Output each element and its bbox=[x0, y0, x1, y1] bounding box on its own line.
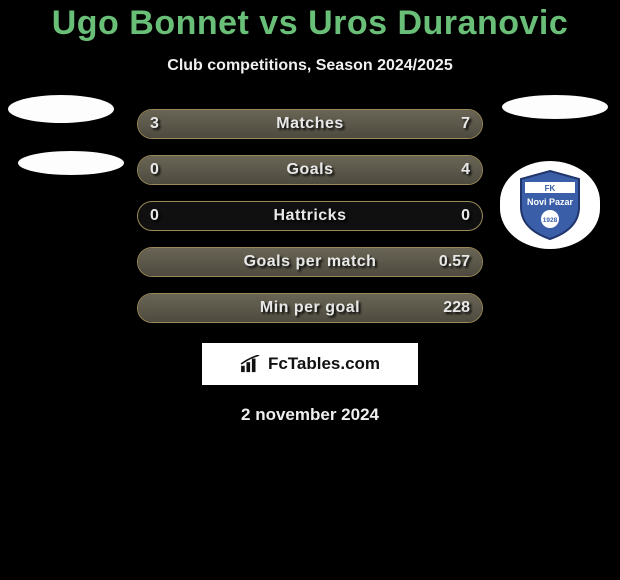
stat-label: Min per goal bbox=[138, 299, 482, 317]
watermark-text: FcTables.com bbox=[268, 354, 380, 374]
player-right-placeholder bbox=[502, 95, 608, 119]
stat-label: Hattricks bbox=[138, 207, 482, 225]
player-left-placeholder-1 bbox=[8, 95, 114, 123]
date: 2 november 2024 bbox=[0, 405, 620, 425]
stat-row: Goals per match0.57 bbox=[0, 247, 620, 277]
stat-value-right: 0.57 bbox=[439, 253, 470, 271]
stat-row: Min per goal228 bbox=[0, 293, 620, 323]
page-title: Ugo Bonnet vs Uros Duranovic bbox=[0, 4, 620, 43]
badge-year: 1928 bbox=[543, 217, 558, 224]
stat-bar: 0Hattricks0 bbox=[137, 201, 483, 231]
player-left-placeholder-2 bbox=[18, 151, 124, 175]
watermark[interactable]: FcTables.com bbox=[202, 343, 418, 385]
svg-text:FK: FK bbox=[545, 184, 556, 193]
stat-value-right: 0 bbox=[461, 207, 470, 225]
stat-label: Matches bbox=[138, 115, 482, 133]
stat-label: Goals bbox=[138, 161, 482, 179]
stat-value-right: 228 bbox=[443, 299, 470, 317]
chart-icon bbox=[240, 355, 262, 373]
comparison-card: Ugo Bonnet vs Uros Duranovic Club compet… bbox=[0, 0, 620, 425]
stat-bar: Goals per match0.57 bbox=[137, 247, 483, 277]
stat-value-right: 4 bbox=[461, 161, 470, 179]
club-badge: FK Novi Pazar 1928 bbox=[500, 161, 600, 249]
stat-bar: 3Matches7 bbox=[137, 109, 483, 139]
stat-bar: Min per goal228 bbox=[137, 293, 483, 323]
stats-area: FK Novi Pazar 1928 3Matches70Goals40Hatt… bbox=[0, 109, 620, 323]
stat-value-right: 7 bbox=[461, 115, 470, 133]
subtitle: Club competitions, Season 2024/2025 bbox=[0, 57, 620, 75]
stat-bar: 0Goals4 bbox=[137, 155, 483, 185]
stat-label: Goals per match bbox=[138, 253, 482, 271]
shield-icon: FK Novi Pazar 1928 bbox=[517, 169, 583, 241]
badge-club-name: Novi Pazar bbox=[527, 197, 574, 207]
